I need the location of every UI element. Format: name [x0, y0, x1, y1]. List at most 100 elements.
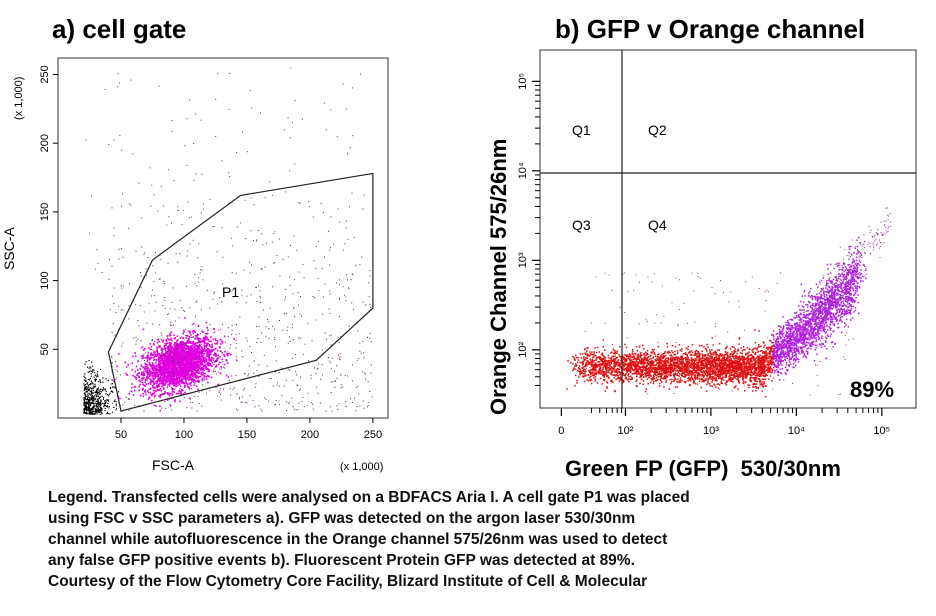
- chart-a-point: [352, 135, 354, 137]
- chart-a-point: [158, 380, 161, 382]
- chart-a-point: [101, 412, 103, 414]
- chart-b-point: [628, 369, 630, 371]
- chart-a-point: [86, 390, 88, 392]
- chart-a-point: [84, 397, 86, 399]
- chart-a-point: [171, 346, 174, 348]
- chart-b-point: [677, 362, 679, 365]
- chart-a-point: [164, 359, 167, 362]
- chart-a-point: [185, 368, 187, 371]
- chart-b-point: [728, 371, 730, 373]
- chart-b-point: [722, 373, 724, 376]
- chart-a-point: [155, 370, 157, 371]
- chart-a-point: [180, 381, 182, 384]
- chart-a-point: [290, 67, 292, 69]
- chart-a-point: [187, 373, 189, 376]
- chart-a-point: [210, 353, 212, 355]
- chart-a-point: [141, 346, 143, 349]
- chart-a-point: [201, 371, 204, 373]
- chart-a-point: [296, 384, 298, 386]
- chart-a-point: [193, 366, 196, 369]
- chart-a-point: [167, 378, 170, 381]
- chart-a-point: [197, 348, 199, 350]
- chart-a-point: [205, 365, 207, 368]
- chart-a-point: [96, 374, 98, 377]
- chart-b-point: [683, 373, 686, 376]
- chart-a-point: [289, 284, 291, 286]
- chart-a-point: [109, 406, 111, 408]
- chart-a-point: [110, 390, 112, 392]
- chart-a-point: [190, 372, 193, 375]
- chart-a-point: [144, 378, 147, 381]
- chart-a-point: [187, 201, 189, 203]
- chart-a-point: [142, 395, 145, 398]
- chart-a-point: [236, 342, 238, 344]
- chart-a-point: [87, 378, 89, 380]
- chart-a-point: [211, 350, 213, 352]
- chart-a-point: [142, 383, 144, 386]
- chart-a-point: [264, 397, 266, 399]
- chart-a-point: [218, 392, 220, 394]
- chart-b-point: [793, 327, 796, 329]
- chart-a-point: [244, 373, 246, 375]
- chart-a-point: [147, 398, 150, 400]
- chart-a-point: [173, 343, 176, 346]
- chart-a-point: [89, 378, 91, 380]
- chart-a-point: [83, 399, 85, 401]
- chart-a-point: [202, 341, 205, 343]
- chart-a-point: [279, 319, 280, 321]
- chart-a-point: [195, 337, 197, 340]
- chart-a-point: [164, 374, 167, 377]
- chart-a-point: [367, 337, 368, 339]
- chart-a-point: [86, 391, 88, 393]
- chart-a-point: [188, 377, 191, 380]
- chart-a-point: [156, 351, 159, 354]
- chart-a-point: [99, 380, 101, 382]
- chart-a-point: [97, 263, 99, 265]
- chart-a-point: [127, 364, 129, 366]
- chart-b-point: [797, 338, 800, 341]
- chart-a-point: [115, 379, 117, 381]
- chart-a-point: [184, 352, 187, 355]
- chart-a-point: [104, 388, 106, 390]
- chart-a-point: [191, 369, 194, 372]
- chart-a-point: [205, 345, 207, 347]
- chart-b-point: [625, 356, 628, 358]
- chart-a-point: [269, 307, 271, 309]
- chart-a-point: [239, 398, 240, 400]
- chart-a-point: [170, 354, 173, 357]
- chart-a-point: [128, 392, 130, 395]
- chart-a-point: [178, 362, 181, 365]
- chart-a-point: [95, 392, 97, 394]
- chart-a-point: [159, 367, 161, 370]
- chart-b-point: [609, 363, 611, 366]
- chart-a-point: [224, 350, 226, 353]
- chart-a-point: [172, 353, 174, 355]
- chart-b-point: [641, 354, 643, 357]
- chart-a-point: [221, 301, 223, 303]
- chart-a-point: [155, 350, 158, 352]
- chart-a-point: [289, 369, 291, 371]
- chart-a-point: [163, 393, 165, 395]
- chart-a-point: [171, 365, 174, 367]
- chart-a-point: [168, 347, 171, 349]
- chart-a-point: [99, 406, 101, 408]
- chart-a-point: [201, 361, 203, 364]
- chart-a-point: [175, 370, 178, 373]
- chart-a-point: [176, 366, 179, 369]
- chart-a-point: [104, 405, 106, 407]
- chart-b-point: [602, 354, 604, 357]
- chart-a-point: [198, 375, 201, 378]
- chart-a-y-scale-note: (x 1,000): [13, 77, 25, 120]
- chart-b-point: [833, 284, 836, 287]
- chart-a-point: [171, 378, 174, 380]
- chart-a-point: [164, 357, 167, 360]
- chart-a-point: [370, 341, 372, 343]
- chart-b-point: [584, 371, 586, 373]
- chart-a-point: [241, 401, 243, 403]
- chart-b-point: [653, 378, 656, 380]
- chart-a-point: [91, 382, 93, 384]
- chart-a-point: [215, 355, 217, 357]
- chart-a-point: [172, 362, 175, 365]
- chart-b-point: [674, 359, 676, 361]
- chart-a-point: [219, 355, 221, 358]
